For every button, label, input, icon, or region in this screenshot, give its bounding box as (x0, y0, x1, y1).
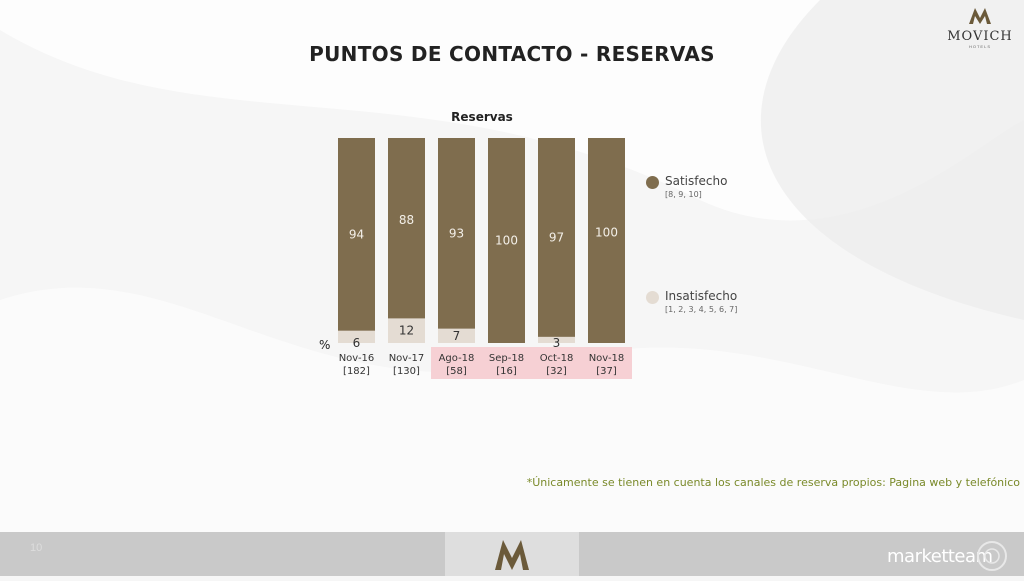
legend-scale-insatisfecho: [1, 2, 3, 4, 5, 6, 7] (665, 305, 738, 314)
page-number: 10 (30, 542, 43, 554)
legend-label-insatisfecho: Insatisfecho (665, 289, 738, 303)
category-label: Nov-18 (589, 353, 625, 364)
chart-title: Reservas (451, 110, 513, 124)
data-label-insatisfecho: 3 (553, 336, 561, 350)
brand-sub: HOTELS (968, 44, 991, 49)
legend-swatch-satisfecho (646, 176, 659, 189)
page-title: PUNTOS DE CONTACTO - RESERVAS (309, 42, 715, 66)
bar-satisfecho (538, 138, 575, 337)
legend-swatch-insatisfecho (646, 291, 659, 304)
bar-satisfecho (338, 138, 375, 331)
marketteam-logo: marketteam (887, 546, 993, 567)
base-label: [37] (596, 366, 617, 377)
category-label: Nov-16 (339, 353, 375, 364)
base-label: [130] (393, 366, 420, 377)
data-label-satisfecho: 100 (595, 226, 618, 240)
highlight-band (431, 347, 632, 379)
category-label: Sep-18 (489, 353, 524, 364)
base-label: [32] (546, 366, 567, 377)
movich-logo: MOVICH HOTELS (940, 6, 1020, 49)
footnote: *Únicamente se tienen en cuenta los cana… (526, 476, 1020, 489)
footer-bar: 10 marketteam (0, 532, 1024, 576)
data-label-insatisfecho: 12 (399, 324, 414, 338)
base-label: [16] (496, 366, 517, 377)
percent-label: % (319, 338, 331, 352)
bar-insatisfecho (388, 318, 425, 343)
legend-label-satisfecho: Satisfecho (665, 174, 728, 188)
data-label-satisfecho: 88 (399, 213, 414, 227)
legend-scale-satisfecho: [8, 9, 10] (665, 190, 702, 199)
bar-insatisfecho (538, 336, 575, 343)
marketteam-emblem-icon (977, 541, 1007, 571)
data-label-satisfecho: 97 (549, 230, 564, 244)
data-label-satisfecho: 100 (495, 234, 518, 248)
movich-mark-icon (969, 8, 991, 24)
data-label-satisfecho: 94 (349, 227, 364, 241)
footer-center-tab (445, 532, 579, 576)
movich-footer-mark-icon (495, 540, 529, 570)
data-label-insatisfecho: 6 (353, 336, 361, 350)
base-label: [58] (446, 366, 467, 377)
bar-satisfecho (488, 138, 525, 343)
bar-satisfecho (438, 138, 475, 329)
category-label: Oct-18 (540, 353, 574, 364)
category-label: Nov-17 (389, 353, 425, 364)
brand-name: MOVICH (947, 29, 1013, 44)
bar-satisfecho (388, 138, 425, 319)
bar-satisfecho (588, 138, 625, 343)
bar-insatisfecho (438, 328, 475, 343)
category-label: Ago-18 (439, 353, 475, 364)
base-label: [182] (343, 366, 370, 377)
data-label-satisfecho: 93 (449, 226, 464, 240)
data-label-insatisfecho: 7 (453, 329, 461, 343)
bar-insatisfecho (338, 330, 375, 343)
